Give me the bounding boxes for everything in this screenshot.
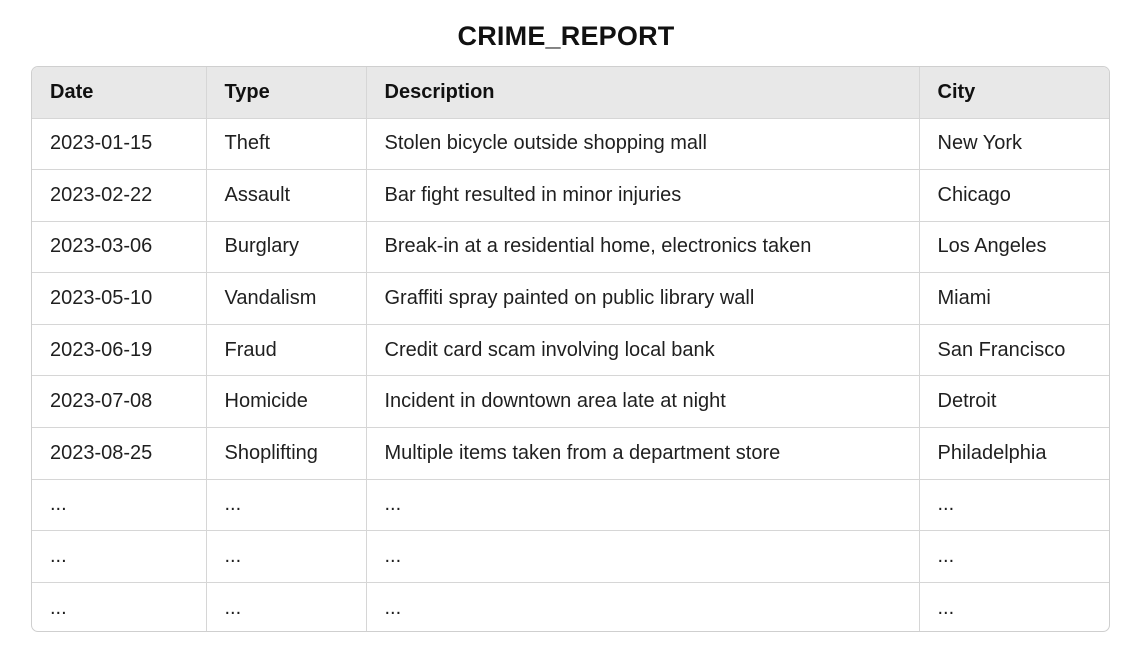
cell-city: New York bbox=[919, 118, 1109, 171]
table-row: 2023-08-25 Shoplifting Multiple items ta… bbox=[32, 427, 1109, 480]
cell-date: 2023-05-10 bbox=[32, 272, 207, 325]
cell-city: Miami bbox=[919, 272, 1109, 325]
table-row: 2023-05-10 Vandalism Graffiti spray pain… bbox=[32, 272, 1109, 325]
cell-type: ... bbox=[206, 582, 367, 631]
cell-type: Vandalism bbox=[206, 272, 367, 325]
column-header-description: Description bbox=[366, 67, 920, 119]
cell-type: Assault bbox=[206, 169, 367, 222]
cell-city: Chicago bbox=[919, 169, 1109, 222]
cell-city: Detroit bbox=[919, 375, 1109, 429]
cell-date: 2023-02-22 bbox=[32, 169, 207, 222]
table-row: ... ... ... ... bbox=[32, 582, 1109, 631]
column-header-date: Date bbox=[32, 67, 207, 119]
cell-type: Shoplifting bbox=[206, 427, 367, 480]
cell-city: ... bbox=[919, 479, 1109, 532]
cell-date: 2023-03-06 bbox=[32, 221, 207, 274]
cell-date: 2023-07-08 bbox=[32, 375, 207, 429]
cell-type: Fraud bbox=[206, 324, 367, 377]
table-row: 2023-03-06 Burglary Break-in at a reside… bbox=[32, 221, 1109, 274]
table-row: 2023-01-15 Theft Stolen bicycle outside … bbox=[32, 118, 1109, 171]
cell-description: ... bbox=[366, 479, 920, 532]
table-title: CRIME_REPORT bbox=[457, 21, 675, 51]
cell-description: Graffiti spray painted on public library… bbox=[366, 272, 920, 325]
cell-description: Credit card scam involving local bank bbox=[366, 324, 920, 377]
cell-description: ... bbox=[366, 530, 920, 583]
cell-description: Stolen bicycle outside shopping mall bbox=[366, 118, 920, 171]
cell-city: ... bbox=[919, 530, 1109, 583]
column-header-type: Type bbox=[206, 67, 367, 119]
cell-description: Bar fight resulted in minor injuries bbox=[366, 169, 920, 222]
cell-type: ... bbox=[206, 530, 367, 583]
table-row: 2023-02-22 Assault Bar fight resulted in… bbox=[32, 169, 1109, 222]
header-row: Date Type Description City bbox=[32, 67, 1109, 119]
cell-type: Burglary bbox=[206, 221, 367, 274]
cell-description: Multiple items taken from a department s… bbox=[366, 427, 920, 480]
cell-date: ... bbox=[32, 530, 207, 583]
cell-city: San Francisco bbox=[919, 324, 1109, 377]
data-table: Date Type Description City 2023-01-15 Th… bbox=[32, 67, 1109, 631]
table-row: ... ... ... ... bbox=[32, 479, 1109, 532]
cell-type: Theft bbox=[206, 118, 367, 171]
cell-date: 2023-01-15 bbox=[32, 118, 207, 171]
cell-date: 2023-06-19 bbox=[32, 324, 207, 377]
cell-description: Incident in downtown area late at night bbox=[366, 375, 920, 429]
table-row: 2023-06-19 Fraud Credit card scam involv… bbox=[32, 324, 1109, 377]
cell-description: ... bbox=[366, 582, 920, 631]
cell-type: ... bbox=[206, 479, 367, 532]
table-row: 2023-07-08 Homicide Incident in downtown… bbox=[32, 375, 1109, 429]
cell-date: 2023-08-25 bbox=[32, 427, 207, 480]
cell-city: ... bbox=[937, 596, 955, 619]
crime-report-table: Date Type Description City 2023-01-15 Th… bbox=[31, 66, 1110, 632]
cell-date: ... bbox=[32, 582, 207, 631]
column-header-city: City bbox=[919, 67, 1109, 119]
cell-city: Philadelphia bbox=[919, 427, 1109, 480]
table-row: ... ... ... ... bbox=[32, 530, 1109, 583]
cell-city: Los Angeles bbox=[919, 221, 1109, 274]
cell-description: Break-in at a residential home, electron… bbox=[366, 221, 920, 274]
cell-type: Homicide bbox=[206, 375, 367, 429]
cell-date: ... bbox=[32, 479, 207, 532]
